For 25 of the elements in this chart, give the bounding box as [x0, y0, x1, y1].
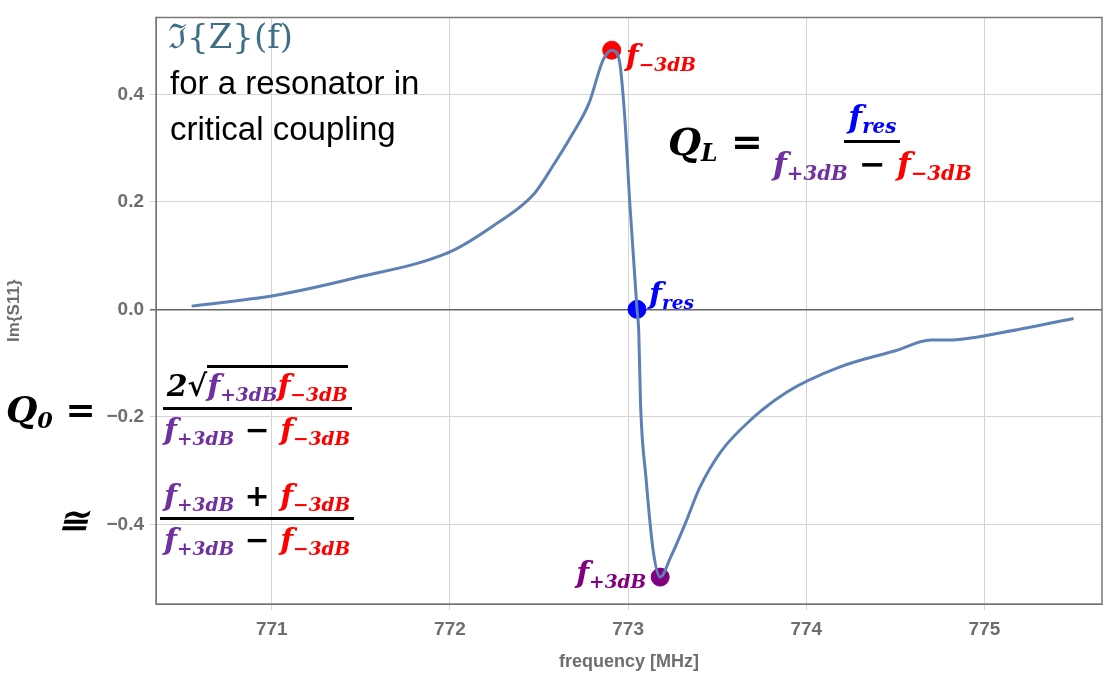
x-tick-label: 773 — [612, 617, 644, 639]
annotation: f$_{−3dB}$ — [625, 37, 696, 75]
y-tick-label: −0.2 — [106, 405, 144, 427]
x-tick-label: 774 — [790, 617, 823, 639]
annotation: f$_{+3dB}$ + f$_{−3dB}$ — [164, 478, 351, 515]
annotation: f$_{res}$ — [848, 98, 897, 138]
annotation: f$_{res}$ — [649, 276, 695, 313]
annotation: f$_{+3dB}$ — [576, 554, 647, 592]
y-axis-title: Im{S11} — [3, 279, 23, 342]
y-tick-label: 0.4 — [117, 82, 145, 104]
annotation: 2√f$_{+3dB}$f$_{−3dB}$ — [166, 368, 348, 405]
x-tick-label: 772 — [434, 617, 466, 639]
annotation: f$_{+3dB}$ − f$_{−3dB}$ — [773, 144, 972, 185]
y-tick-label: −0.4 — [106, 512, 145, 534]
chart-title: ℑ{Z}(f) — [168, 15, 294, 58]
annotation: f$_{+3dB}$ − f$_{−3dB}$ — [164, 411, 351, 449]
x-axis-title: frequency [MHz] — [558, 651, 700, 672]
annotation: f$_{+3dB}$ − f$_{−3dB}$ — [164, 521, 351, 559]
y-tick-label: 0.2 — [117, 190, 144, 212]
x-tick-label: 775 — [968, 617, 1001, 639]
annotation: Q$_{L}$ = — [668, 119, 763, 167]
x-tick-label: 771 — [255, 617, 289, 639]
text: for a resonator in critical coupling — [170, 63, 421, 149]
y-tick-label: 0.0 — [117, 297, 144, 319]
text: Q$_{0}$ = — [6, 387, 96, 433]
